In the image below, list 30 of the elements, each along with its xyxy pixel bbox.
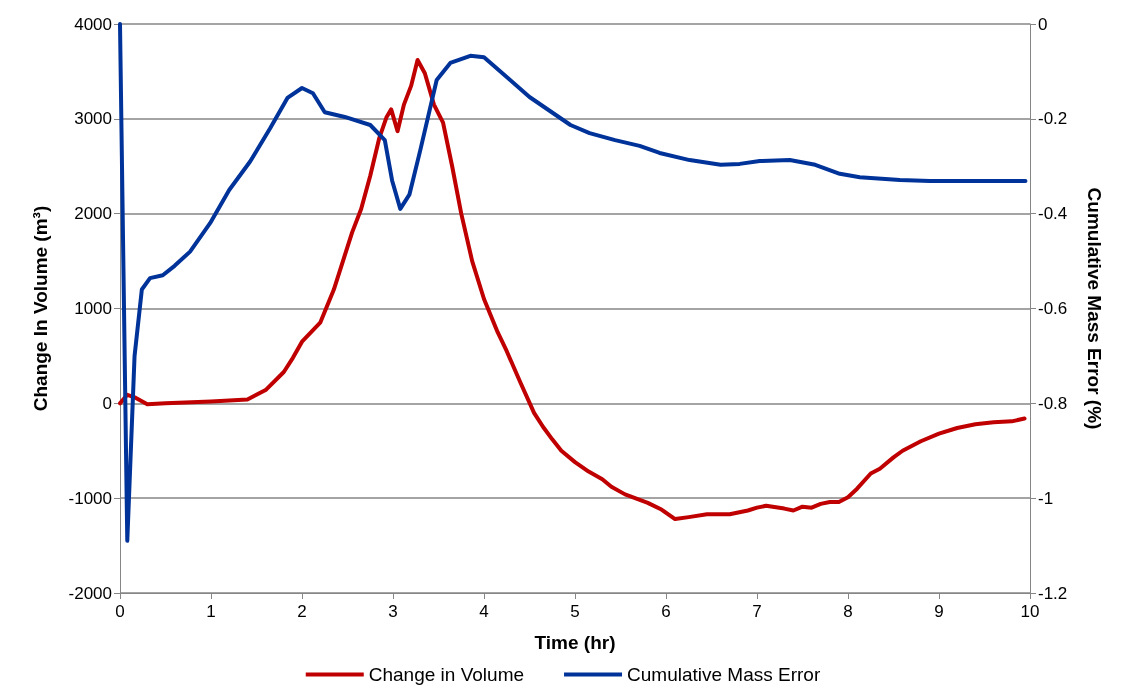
y-tick-label: 4000	[74, 14, 112, 34]
x-tick-label: 2	[297, 602, 307, 621]
y2-axis-title: Cumulative Mass Error (%)	[1084, 187, 1105, 430]
y2-tick-label: -0.6	[1038, 299, 1068, 318]
x-tick-label: 1	[206, 602, 216, 621]
y2-tick-label: -0.4	[1038, 204, 1068, 224]
y-tick-label: 1000	[74, 299, 112, 318]
x-tick-label: 3	[388, 602, 398, 621]
x-tick-label: 8	[843, 602, 853, 621]
y2-tick-label: 0	[1038, 14, 1048, 34]
x-tick-label: 9	[934, 602, 944, 621]
y2-tick-label: -1.2	[1038, 583, 1068, 603]
x-tick-label: 0	[115, 602, 125, 621]
y-tick-label: -2000	[68, 583, 112, 603]
x-tick-label: 6	[661, 602, 671, 621]
x-axis-title: Time (hr)	[534, 632, 616, 653]
y-tick-label: 3000	[74, 109, 112, 129]
x-tick-label: 4	[479, 602, 489, 621]
y-axis-title: Change In Volume (m³)	[30, 205, 51, 412]
y-tick-label: 2000	[74, 204, 112, 224]
legend-label: Cumulative Mass Error	[627, 664, 821, 685]
y-tick-label: 0	[102, 393, 112, 413]
legend-label: Change in Volume	[368, 664, 525, 685]
x-tick-label: 10	[1020, 602, 1040, 621]
y2-tick-label: -0.2	[1038, 109, 1068, 129]
y2-tick-label: -1	[1038, 488, 1054, 508]
x-tick-label: 7	[752, 602, 762, 621]
y-tick-label: -1000	[68, 488, 112, 508]
y2-tick-label: -0.8	[1038, 393, 1068, 413]
x-tick-label: 5	[570, 602, 580, 621]
